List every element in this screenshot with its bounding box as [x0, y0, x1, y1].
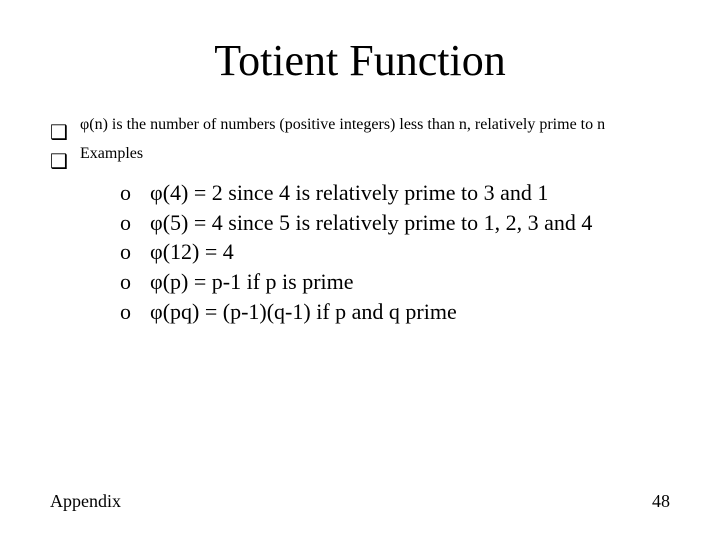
- circle-bullet-icon: o: [120, 297, 150, 327]
- examples-list: o φ(4) = 2 since 4 is relatively prime t…: [120, 178, 670, 326]
- circle-bullet-icon: o: [120, 208, 150, 238]
- bullet-text: φ(n) is the number of numbers (positive …: [80, 116, 670, 145]
- example-text: φ(12) = 4: [150, 237, 670, 267]
- circle-bullet-icon: o: [120, 267, 150, 297]
- bullet-item-definition: ❑ φ(n) is the number of numbers (positiv…: [50, 116, 670, 145]
- circle-bullet-icon: o: [120, 178, 150, 208]
- bullet-text: Examples: [80, 145, 670, 174]
- slide: Totient Function ❑ φ(n) is the number of…: [0, 0, 720, 540]
- bullet-item-examples: ❑ Examples: [50, 145, 670, 174]
- example-item: o φ(12) = 4: [120, 237, 670, 267]
- example-item: o φ(4) = 2 since 4 is relatively prime t…: [120, 178, 670, 208]
- example-text: φ(4) = 2 since 4 is relatively prime to …: [150, 178, 670, 208]
- footer-left: Appendix: [50, 491, 121, 512]
- square-bullet-icon: ❑: [50, 145, 80, 174]
- example-item: o φ(pq) = (p-1)(q-1) if p and q prime: [120, 297, 670, 327]
- example-item: o φ(p) = p-1 if p is prime: [120, 267, 670, 297]
- example-item: o φ(5) = 4 since 5 is relatively prime t…: [120, 208, 670, 238]
- circle-bullet-icon: o: [120, 237, 150, 267]
- slide-footer: Appendix 48: [50, 491, 670, 512]
- example-text: φ(5) = 4 since 5 is relatively prime to …: [150, 208, 670, 238]
- example-text: φ(pq) = (p-1)(q-1) if p and q prime: [150, 297, 670, 327]
- footer-page-number: 48: [652, 491, 670, 512]
- example-text: φ(p) = p-1 if p is prime: [150, 267, 670, 297]
- slide-title: Totient Function: [50, 35, 670, 86]
- square-bullet-icon: ❑: [50, 116, 80, 145]
